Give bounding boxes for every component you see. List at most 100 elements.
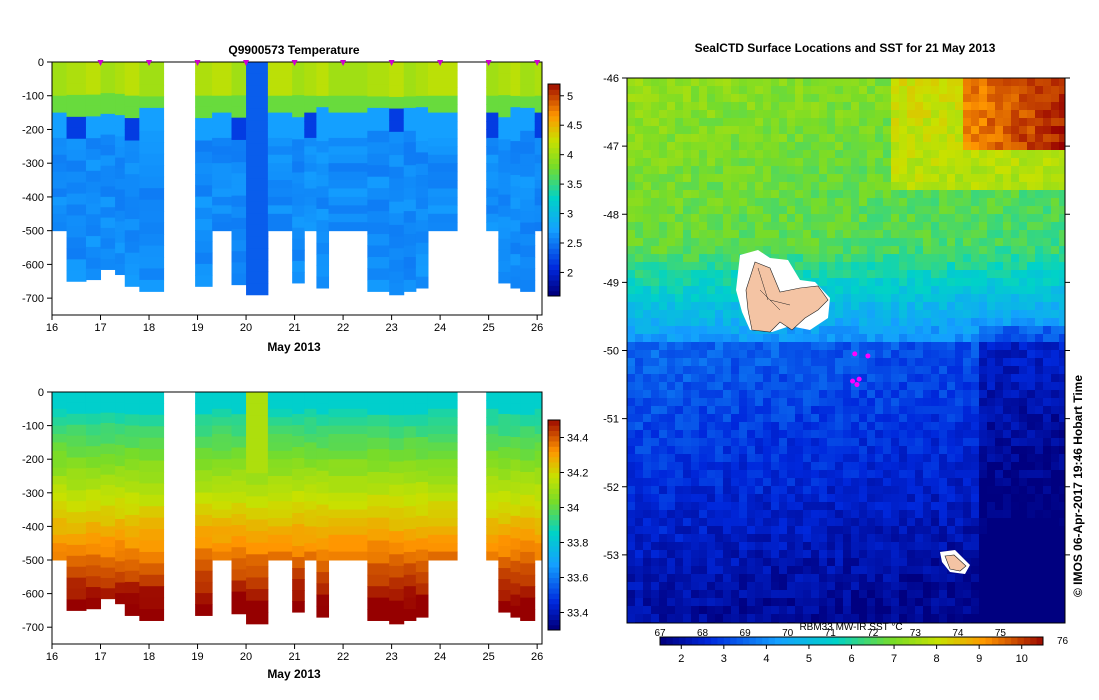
- sst-cell: [995, 134, 1004, 143]
- sst-cell: [1051, 158, 1060, 167]
- sst-cell: [979, 542, 988, 551]
- sst-cell: [947, 414, 956, 423]
- sst-cell: [963, 414, 972, 423]
- colorbar-segment: [548, 179, 560, 186]
- section-cell: [212, 543, 233, 553]
- sst-cell: [651, 126, 660, 135]
- section-cell: [115, 413, 126, 425]
- sst-cell: [795, 590, 804, 599]
- sst-cell: [979, 206, 988, 215]
- section-cell: [510, 152, 521, 165]
- sst-cell: [795, 78, 804, 87]
- section-cell: [328, 509, 368, 519]
- sst-cell: [795, 430, 804, 439]
- sst-cell: [739, 198, 748, 207]
- sst-cell: [923, 102, 932, 111]
- sst-cell: [707, 350, 716, 359]
- section-cell: [427, 425, 458, 435]
- sst-cell: [963, 606, 972, 615]
- section-cell: [139, 471, 165, 484]
- sst-cell: [875, 550, 884, 559]
- sst-cell: [715, 182, 724, 191]
- sst-cell: [755, 334, 764, 343]
- sst-cell: [763, 214, 772, 223]
- section-cell: [328, 400, 368, 410]
- section-cell: [520, 563, 536, 576]
- sst-cell: [1011, 614, 1020, 623]
- sst-cell: [683, 510, 692, 519]
- sst-cell: [971, 230, 980, 239]
- sst-cell: [1043, 286, 1052, 295]
- section-cell: [367, 460, 390, 473]
- sst-cell: [739, 566, 748, 575]
- sst-cell: [675, 478, 684, 487]
- sst-cell: [851, 198, 860, 207]
- sst-cell: [747, 102, 756, 111]
- section-cell: [403, 449, 417, 462]
- section-cell: [304, 442, 317, 452]
- sst-cell: [867, 206, 876, 215]
- sst-cell: [819, 358, 828, 367]
- sst-cell: [763, 134, 772, 143]
- sst-cell: [899, 150, 908, 159]
- sst-cell: [1051, 542, 1060, 551]
- section-cell: [267, 534, 293, 544]
- section-cell: [367, 449, 390, 462]
- sst-cell: [635, 222, 644, 231]
- sst-cell: [1003, 246, 1012, 255]
- sst-cell: [779, 382, 788, 391]
- section-cell: [212, 400, 233, 410]
- sst-cell: [747, 430, 756, 439]
- sst-cell: [1059, 542, 1066, 551]
- sst-cell: [915, 86, 924, 95]
- sst-cell: [811, 606, 820, 615]
- section-cell: [534, 180, 543, 189]
- sst-cell: [755, 238, 764, 247]
- sst-cell: [875, 558, 884, 567]
- sst-cell: [899, 246, 908, 255]
- section-cell: [292, 447, 305, 459]
- sst-cell: [707, 534, 716, 543]
- section-cell: [231, 117, 247, 130]
- sst-cell: [931, 222, 940, 231]
- sst-cell: [987, 102, 996, 111]
- sst-cell: [851, 534, 860, 543]
- sst-cell: [859, 614, 868, 623]
- sst-cell: [747, 134, 756, 143]
- sst-cell: [627, 150, 636, 159]
- sst-cell: [947, 78, 956, 87]
- sst-cell: [1019, 382, 1028, 391]
- sst-cell: [851, 286, 860, 295]
- section-cell: [415, 242, 429, 255]
- sst-cell: [683, 262, 692, 271]
- sst-cell: [747, 190, 756, 199]
- sst-cell: [939, 534, 948, 543]
- sst-cell: [955, 438, 964, 447]
- section-cell: [231, 525, 247, 537]
- sst-cell: [803, 390, 812, 399]
- section-cell: [115, 83, 126, 95]
- section-cell: [367, 540, 390, 553]
- sst-cell: [683, 270, 692, 279]
- sst-cell: [867, 134, 876, 143]
- section-cell: [85, 72, 102, 85]
- sst-cell: [659, 446, 668, 455]
- sst-cell: [875, 342, 884, 351]
- sst-cell: [931, 510, 940, 519]
- section-cell: [124, 129, 140, 142]
- sst-cell: [731, 566, 740, 575]
- sst-cell: [739, 374, 748, 383]
- sst-cell: [1011, 438, 1020, 447]
- section-cell: [389, 131, 405, 144]
- section-cell: [267, 129, 293, 139]
- sst-cell: [731, 310, 740, 319]
- sst-cell: [635, 78, 644, 87]
- sst-cell: [931, 150, 940, 159]
- sst-cell: [755, 614, 764, 623]
- sst-cell: [875, 382, 884, 391]
- sst-cell: [891, 318, 900, 327]
- colorbar-tick-label: 5: [567, 91, 573, 103]
- sst-cell: [907, 414, 916, 423]
- sst-cell: [747, 94, 756, 103]
- section-cell: [367, 494, 390, 507]
